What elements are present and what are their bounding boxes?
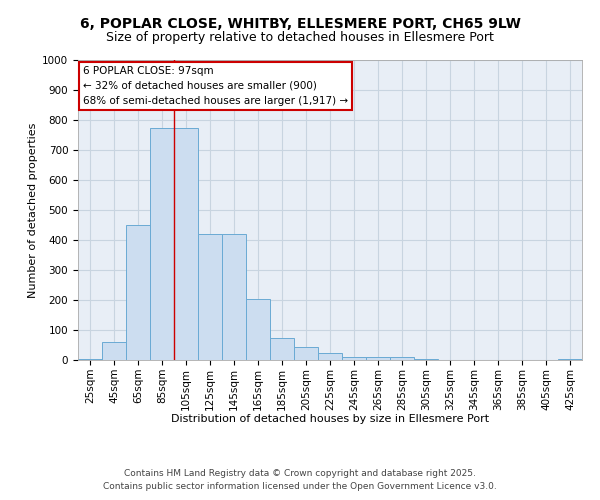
Bar: [367, 357, 390, 360]
Bar: [151, 128, 174, 360]
Bar: [103, 342, 126, 360]
X-axis label: Distribution of detached houses by size in Ellesmere Port: Distribution of detached houses by size …: [171, 414, 489, 424]
Y-axis label: Number of detached properties: Number of detached properties: [28, 122, 38, 298]
Bar: [559, 358, 582, 360]
Bar: [295, 346, 318, 360]
Bar: [79, 358, 102, 360]
Bar: [415, 358, 438, 360]
Bar: [223, 234, 246, 360]
Bar: [343, 357, 366, 360]
Text: Contains HM Land Registry data © Crown copyright and database right 2025.
Contai: Contains HM Land Registry data © Crown c…: [103, 470, 497, 491]
Bar: [391, 357, 414, 360]
Bar: [319, 354, 342, 360]
Text: Size of property relative to detached houses in Ellesmere Port: Size of property relative to detached ho…: [106, 31, 494, 44]
Bar: [271, 338, 294, 360]
Bar: [247, 298, 270, 360]
Bar: [127, 225, 150, 360]
Text: 6 POPLAR CLOSE: 97sqm
← 32% of detached houses are smaller (900)
68% of semi-det: 6 POPLAR CLOSE: 97sqm ← 32% of detached …: [83, 66, 348, 106]
Bar: [198, 234, 222, 360]
Bar: [175, 128, 198, 360]
Text: 6, POPLAR CLOSE, WHITBY, ELLESMERE PORT, CH65 9LW: 6, POPLAR CLOSE, WHITBY, ELLESMERE PORT,…: [80, 18, 520, 32]
